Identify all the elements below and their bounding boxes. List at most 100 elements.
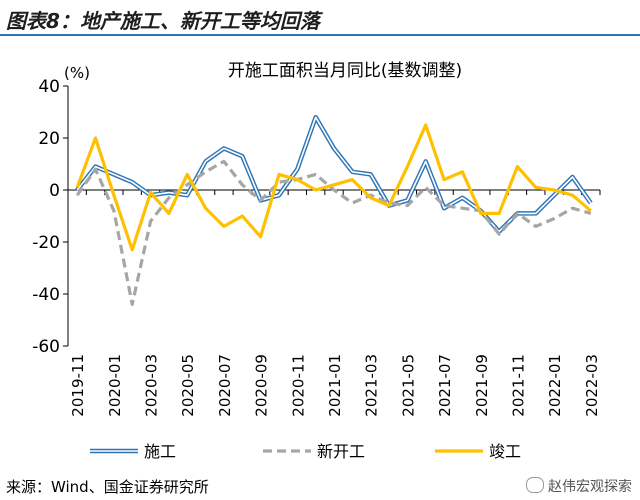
y-tick-label: -60 xyxy=(32,337,60,357)
data-point xyxy=(571,176,573,178)
data-point xyxy=(425,124,427,126)
data-point xyxy=(535,186,537,188)
data-point xyxy=(76,194,78,196)
data-point xyxy=(204,160,206,162)
data-point xyxy=(461,207,463,209)
watermark-text: 赵伟宏观探索 xyxy=(548,479,632,495)
data-point xyxy=(168,191,170,193)
data-point xyxy=(94,165,96,167)
data-point xyxy=(498,233,500,235)
data-point xyxy=(204,207,206,209)
data-point xyxy=(333,184,335,186)
legend-label-0: 施工 xyxy=(144,442,176,461)
data-point xyxy=(259,199,261,201)
x-tick-label: 2021-01 xyxy=(326,354,344,417)
data-point xyxy=(186,194,188,196)
x-tick-label: 2020-05 xyxy=(179,354,197,417)
data-point xyxy=(314,173,316,175)
data-point xyxy=(443,204,445,206)
x-tick-label: 2021-03 xyxy=(363,354,381,417)
data-point xyxy=(461,171,463,173)
data-point xyxy=(351,178,353,180)
data-point xyxy=(498,212,500,214)
chart-axes: -60 -40 -20 0 20 40 2019-11 2020-01 2020-03 2020-… xyxy=(32,77,601,417)
x-tick-label: 2021-09 xyxy=(473,354,491,417)
x-tick-label: 2020-01 xyxy=(106,354,124,417)
data-point xyxy=(314,116,316,118)
data-point xyxy=(113,194,115,196)
x-tick-label: 2020-03 xyxy=(143,354,161,417)
legend-label-2: 竣工 xyxy=(489,442,521,461)
data-point xyxy=(590,210,592,212)
data-point xyxy=(535,225,537,227)
data-point xyxy=(443,178,445,180)
y-tick-label: 40 xyxy=(38,77,60,97)
data-point xyxy=(535,212,537,214)
y-axis-unit-label: (%) xyxy=(64,64,90,82)
data-point xyxy=(149,191,151,193)
data-point xyxy=(168,212,170,214)
data-point xyxy=(131,181,133,183)
data-point xyxy=(516,165,518,167)
data-point xyxy=(461,197,463,199)
data-point xyxy=(553,189,555,191)
series-line-1 xyxy=(75,159,592,306)
x-tick-label: 2021-05 xyxy=(399,354,417,417)
data-point xyxy=(223,225,225,227)
data-point xyxy=(94,137,96,139)
data-point xyxy=(131,249,133,251)
data-point xyxy=(223,160,225,162)
data-point xyxy=(388,204,390,206)
data-point xyxy=(571,194,573,196)
data-point xyxy=(590,212,592,214)
data-point xyxy=(425,160,427,162)
series-line-2 xyxy=(75,123,592,252)
watermark: 赵伟宏观探索 xyxy=(526,476,632,496)
data-point xyxy=(278,194,280,196)
y-tick-label: -40 xyxy=(32,285,60,305)
data-point xyxy=(113,173,115,175)
data-point xyxy=(553,217,555,219)
data-point xyxy=(186,184,188,186)
x-tick-label: 2021-11 xyxy=(509,354,527,417)
chart-title: 开施工面积当月同比(基数调整) xyxy=(228,61,462,81)
data-point xyxy=(204,171,206,173)
data-point xyxy=(76,186,78,188)
x-tick-label: 2019-11 xyxy=(69,354,87,417)
data-point xyxy=(296,178,298,180)
data-point xyxy=(259,236,261,238)
data-point xyxy=(369,197,371,199)
data-point xyxy=(590,202,592,204)
x-tick-label: 2020-11 xyxy=(289,354,307,417)
data-point xyxy=(443,207,445,209)
y-tick-label: 0 xyxy=(49,181,60,201)
data-point xyxy=(168,197,170,199)
data-point xyxy=(76,189,78,191)
data-point xyxy=(296,168,298,170)
x-tick-label: 2020-09 xyxy=(253,354,271,417)
data-point xyxy=(406,204,408,206)
x-tick-label: 2020-07 xyxy=(216,354,234,417)
data-point xyxy=(94,168,96,170)
data-point xyxy=(241,184,243,186)
series-layer xyxy=(75,114,593,306)
data-point xyxy=(351,171,353,173)
figure-title: 图表8：地产施工、新开工等均回落 xyxy=(6,9,320,33)
data-point xyxy=(480,212,482,214)
data-point xyxy=(333,189,335,191)
data-point xyxy=(314,189,316,191)
x-tick-label: 2021-07 xyxy=(436,354,454,417)
x-tick-label: 2022-03 xyxy=(583,354,601,417)
x-tick-label: 2022-01 xyxy=(546,354,564,417)
figure-header: 图表8：地产施工、新开工等均回落 xyxy=(0,0,640,36)
data-point xyxy=(369,173,371,175)
data-point xyxy=(516,212,518,214)
legend-label-1: 新开工 xyxy=(317,442,365,461)
data-point xyxy=(131,303,133,305)
data-point xyxy=(149,220,151,222)
data-point xyxy=(333,147,335,149)
data-point xyxy=(425,186,427,188)
data-point xyxy=(278,173,280,175)
data-point xyxy=(113,210,115,212)
data-point xyxy=(241,215,243,217)
